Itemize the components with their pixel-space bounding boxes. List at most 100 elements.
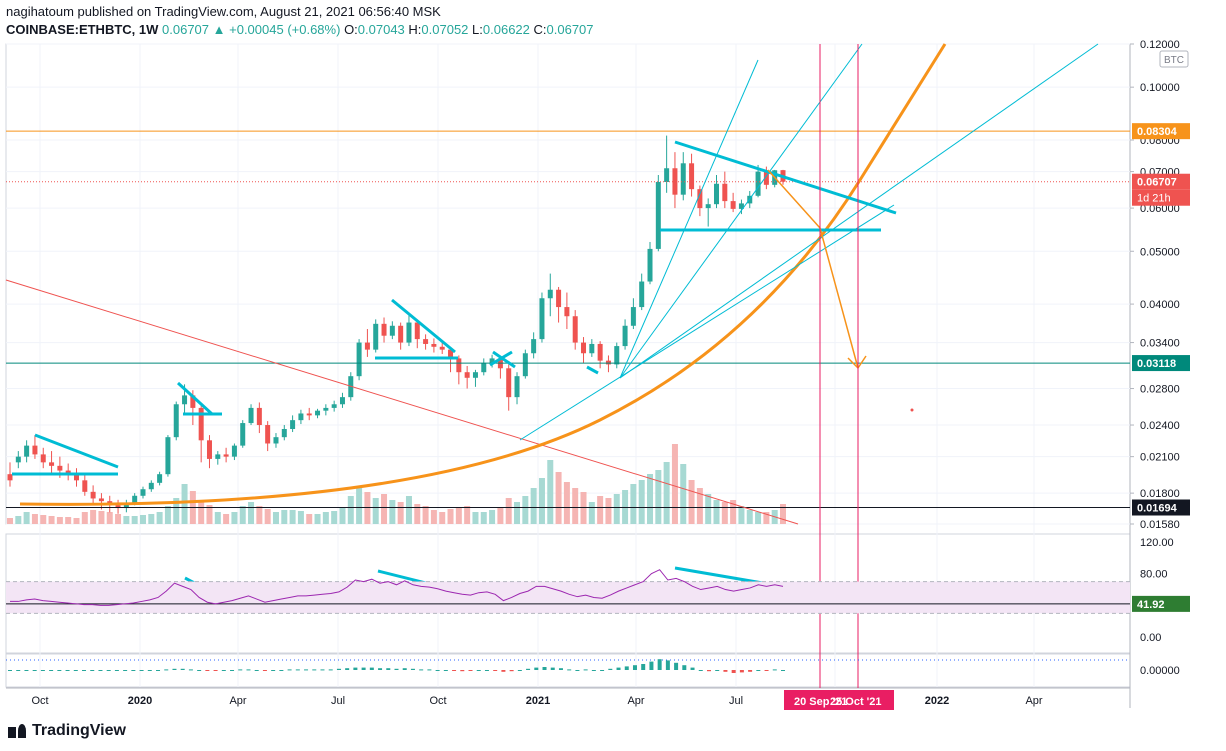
candle-body <box>173 404 179 438</box>
currency-badge-bg <box>1159 50 1189 68</box>
candle-body <box>132 495 138 503</box>
last-price: 0.06707 <box>162 22 210 37</box>
tradingview-logo-icon <box>8 724 26 738</box>
candle-body <box>464 372 470 378</box>
macd-histogram-bar <box>567 669 572 671</box>
macd-histogram-bar <box>345 668 350 670</box>
open-value: 0.07043 <box>357 22 405 37</box>
macd-histogram-bar <box>476 670 481 671</box>
price-label-countdown-bg <box>1132 189 1190 206</box>
candle-body <box>722 183 728 202</box>
candle-body <box>298 413 304 421</box>
volume-bar <box>439 512 446 524</box>
candle-body <box>439 346 445 350</box>
volume-bar <box>81 512 88 524</box>
candle-body <box>373 323 379 350</box>
candle-body <box>15 456 21 463</box>
macd-histogram-bar <box>230 670 235 671</box>
macd-histogram-bar <box>739 670 744 673</box>
candle-body <box>639 281 645 308</box>
candle-body <box>489 358 495 363</box>
macd-histogram-bar <box>772 669 777 671</box>
macd-histogram-bar <box>197 670 202 671</box>
rsi-tick-label: 80.00 <box>1140 569 1168 581</box>
macd-histogram-bar <box>698 670 703 671</box>
volume-bar <box>381 494 388 524</box>
candle-body <box>738 203 744 209</box>
macd-histogram-bar <box>40 670 45 671</box>
candle-body <box>672 168 678 195</box>
volume-bar <box>106 512 113 524</box>
candle-body <box>655 181 661 249</box>
candle-body <box>331 404 337 408</box>
price-change: ▲ +0.00045 (+0.68%) <box>212 22 341 37</box>
volume-bar <box>763 512 770 524</box>
macd-histogram-bar <box>16 670 21 671</box>
macd-tick-label: 0.00000 <box>1140 665 1180 677</box>
macd-histogram-bar <box>748 670 753 672</box>
fan-line <box>619 59 759 379</box>
price-label-black: 0.01694 <box>1137 503 1178 515</box>
candle-body <box>763 171 769 185</box>
macd-histogram-bar <box>246 669 251 671</box>
close-value: 0.06707 <box>546 22 594 37</box>
macd-histogram-bar <box>320 669 325 671</box>
macd-histogram-bar <box>123 670 128 671</box>
macd-histogram-bar <box>526 668 531 670</box>
candle-body <box>206 440 212 459</box>
macd-histogram-bar <box>139 670 144 671</box>
volume-bar <box>297 511 304 524</box>
volume-bar <box>15 516 22 524</box>
candle-body <box>49 462 55 466</box>
macd-histogram-bar <box>665 660 670 670</box>
macd-histogram-bar <box>690 667 695 670</box>
candle-body <box>98 498 104 502</box>
price-tick-label: 0.02800 <box>1140 384 1180 396</box>
pattern-line <box>586 365 599 375</box>
volume-bar <box>746 510 753 524</box>
volume-bar <box>372 498 379 524</box>
candle-body <box>481 362 487 373</box>
macd-histogram-bar <box>756 670 761 671</box>
candle-body <box>32 445 38 455</box>
candle-body <box>472 372 478 378</box>
macd-histogram-bar <box>82 670 87 671</box>
macd-histogram-bar <box>304 669 309 671</box>
macd-histogram-bar <box>402 668 407 670</box>
macd-histogram-bar <box>49 670 54 671</box>
macd-histogram-bar <box>24 670 29 671</box>
macd-histogram-bar <box>336 668 341 670</box>
macd-histogram-bar <box>641 664 646 670</box>
macd-histogram-bar <box>493 670 498 671</box>
candle-body <box>323 407 329 411</box>
macd-histogram-bar <box>378 668 383 670</box>
volume-bar <box>90 510 97 524</box>
price-pane <box>5 43 1131 525</box>
volume-bar <box>522 496 529 524</box>
price-label-teal-bg <box>1132 355 1190 372</box>
rsi-value-label-bg <box>1132 595 1190 612</box>
macd-histogram-bar <box>649 661 654 670</box>
volume-bar <box>663 462 670 524</box>
macd-histogram-bar <box>369 667 374 670</box>
macd-histogram-bar <box>558 668 563 670</box>
volume-bar <box>489 510 496 524</box>
volume-bar <box>31 514 38 524</box>
candle-body <box>714 183 720 205</box>
volume-bar <box>638 480 645 524</box>
symbol[interactable]: COINBASE:ETHBTC, 1W <box>6 22 159 37</box>
volume-bar <box>173 498 180 524</box>
candle-body <box>605 360 611 365</box>
macd-histogram-bar <box>394 668 399 670</box>
candle-body <box>589 343 595 354</box>
volume-bar <box>7 518 13 524</box>
volume-bar <box>181 484 188 524</box>
macd-histogram-bar <box>624 666 629 670</box>
volume-bar <box>464 506 471 524</box>
rsi-value-label: 41.92 <box>1137 599 1165 611</box>
volume-bar <box>730 500 737 524</box>
macd-histogram-bar <box>65 670 70 671</box>
macd-histogram-bar <box>674 662 679 670</box>
volume-bar <box>306 514 313 524</box>
